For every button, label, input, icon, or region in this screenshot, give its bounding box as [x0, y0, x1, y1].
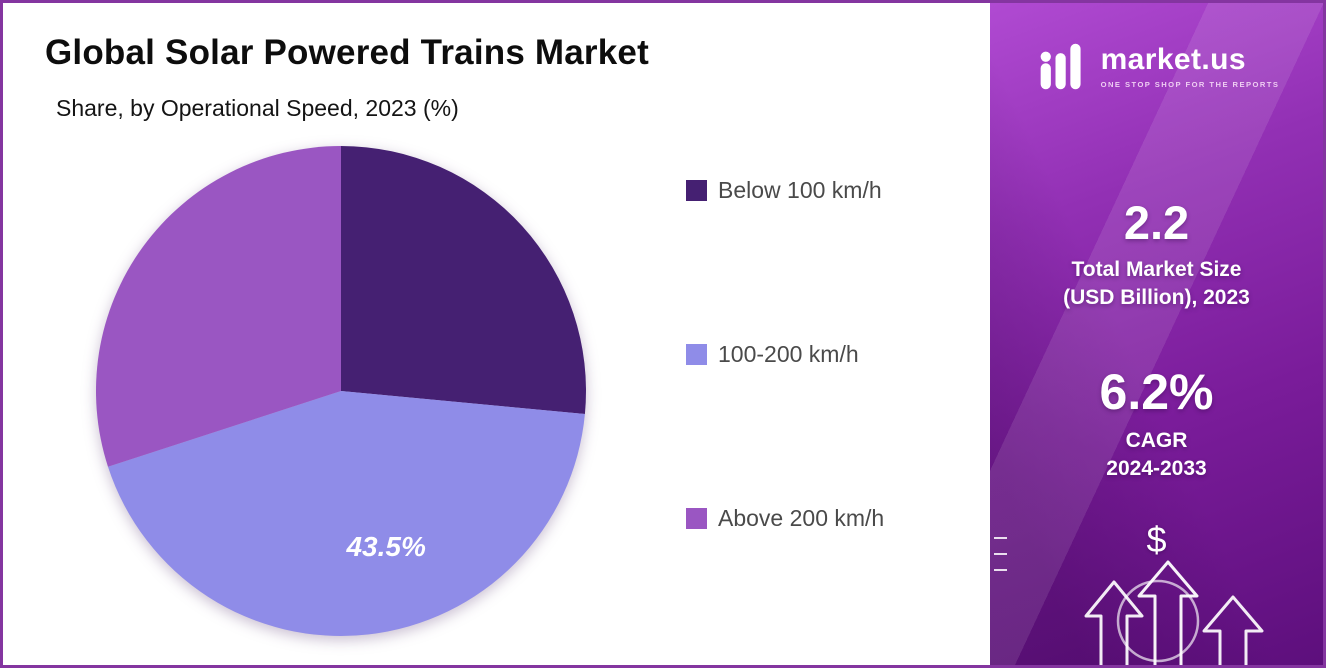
legend-label: 100-200 km/h — [718, 340, 859, 367]
brand-tagline: ONE STOP SHOP FOR THE REPORTS — [1100, 80, 1280, 89]
stat-cagr-label-1: CAGR — [1125, 429, 1188, 452]
stat-market-size-value: 2.2 — [1123, 196, 1190, 249]
up-arrows-decor — [1084, 560, 1264, 665]
brand-panel: market.us ONE STOP SHOP FOR THE REPORTS … — [986, 3, 1323, 665]
pie-slice-1 — [107, 391, 585, 636]
legend-swatch — [686, 179, 707, 201]
chart-section: Global Solar Powered Trains Market Share… — [3, 3, 986, 665]
dash-icon — [994, 569, 1007, 571]
stat-market-size: 2.2 Total Market Size (USD Billion), 202… — [990, 195, 1323, 311]
legend-item: Above 200 km/h — [686, 505, 884, 531]
pie-slice-2 — [95, 146, 342, 467]
brand-text: market.us ONE STOP SHOP FOR THE REPORTS — [1100, 43, 1280, 90]
legend-label: Above 200 km/h — [718, 504, 885, 531]
dash-icon — [994, 537, 1007, 539]
pie-slice-value-label: 43.5% — [345, 531, 425, 562]
marketus-logo-icon — [1040, 43, 1081, 90]
up-arrow-icon — [1202, 595, 1264, 665]
chart-title: Global Solar Powered Trains Market — [45, 33, 649, 72]
brand-name: market.us — [1100, 43, 1246, 76]
pie-slice-0 — [341, 146, 586, 415]
stat-cagr-label-2: 2024-2033 — [1106, 456, 1207, 480]
stat-cagr: 6.2% CAGR 2024-2033 — [990, 363, 1323, 482]
up-arrow-icon — [1084, 580, 1144, 665]
legend-item: 100-200 km/h — [686, 341, 884, 367]
edge-dashes-decor — [994, 537, 1007, 571]
legend-swatch — [686, 343, 707, 365]
up-arrow-icon — [1137, 560, 1199, 665]
stat-market-size-label-2: (USD Billion), 2023 — [1063, 285, 1250, 309]
circle-decor-icon — [1116, 579, 1200, 663]
pie-chart: 43.5% — [95, 146, 586, 636]
brand-logo: market.us ONE STOP SHOP FOR THE REPORTS — [990, 41, 1323, 93]
dollar-sign-icon: $ — [1146, 519, 1167, 560]
legend-item: Below 100 km/h — [686, 177, 884, 203]
dash-icon — [994, 553, 1007, 555]
chart-subtitle: Share, by Operational Speed, 2023 (%) — [56, 95, 459, 121]
legend-label: Below 100 km/h — [718, 176, 882, 203]
legend: Below 100 km/h 100-200 km/h Above 200 km/h — [686, 177, 884, 531]
stat-market-size-label-1: Total Market Size — [1071, 258, 1242, 281]
legend-swatch — [686, 507, 707, 529]
stat-cagr-value: 6.2% — [1099, 364, 1214, 420]
